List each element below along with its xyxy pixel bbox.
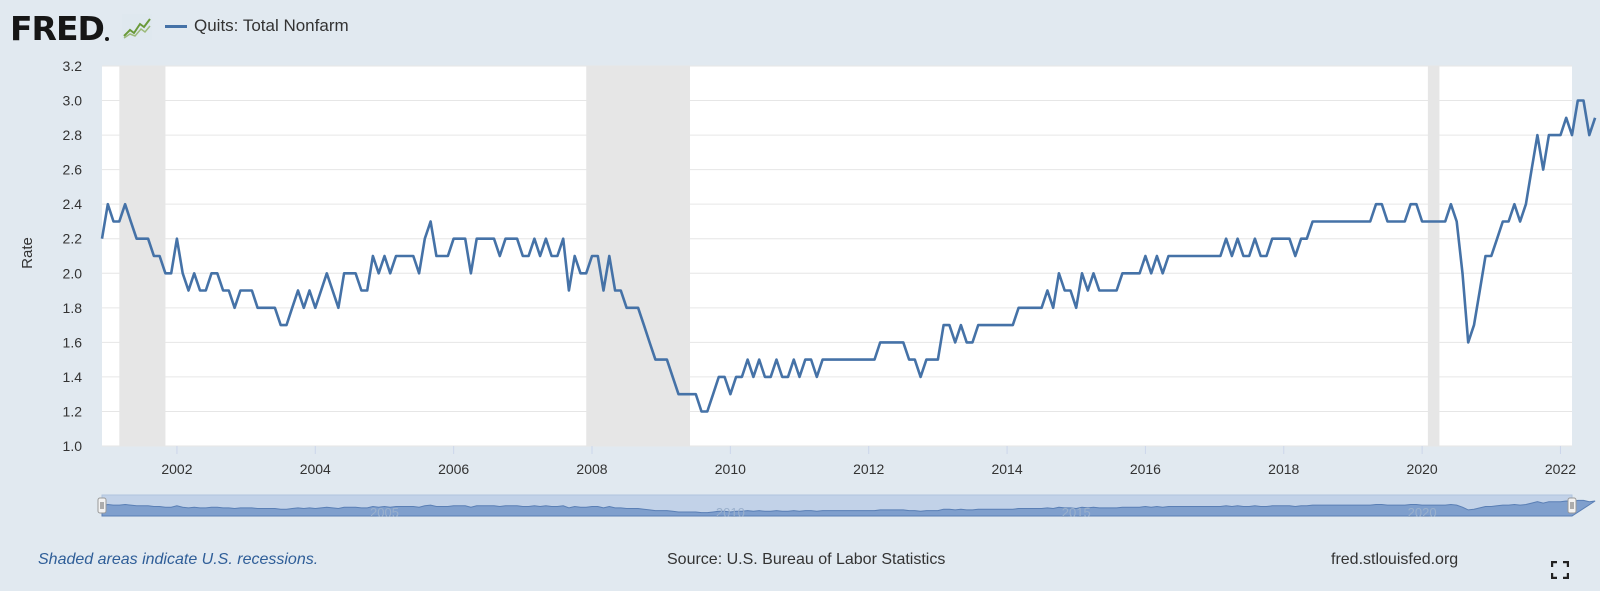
y-tick-label: 2.8 [63, 127, 83, 143]
y-tick-label: 3.0 [63, 93, 83, 109]
legend-swatch [165, 24, 187, 28]
x-tick-label: 2014 [991, 461, 1022, 477]
navigator-series [101, 499, 1596, 517]
chart-area: 1.0 1.2 1.4 1.6 1.8 2.0 2.2 2.4 2.6 2.8 3.0 3.2 2002… [19, 58, 1597, 520]
x-tick-label: 2012 [853, 461, 884, 477]
site-url-link[interactable]: fred.stlouisfed.org [1331, 551, 1459, 568]
navigator-label: 2020 [1408, 505, 1437, 520]
fred-logo-text: FRED [10, 8, 105, 48]
x-tick-label: 2022 [1545, 461, 1576, 477]
y-tick-label: 1.4 [63, 369, 83, 385]
y-tick-label: 2.4 [63, 196, 83, 212]
recession-band [1427, 66, 1440, 446]
legend-item[interactable]: Quits: Total Nonfarm [165, 16, 349, 36]
y-tick-label: 3.2 [63, 58, 83, 74]
legend-label: Quits: Total Nonfarm [194, 16, 349, 35]
navigator-label: 2015 [1062, 505, 1091, 520]
navigator-label: 2005 [370, 505, 399, 520]
y-tick-label: 2.2 [63, 231, 83, 247]
x-tick-label: 2016 [1130, 461, 1161, 477]
y-tick-label: 2.0 [63, 265, 83, 281]
recession-note-link[interactable]: Shaded areas indicate U.S. recessions. [38, 551, 319, 568]
navigator-handle-left[interactable] [97, 497, 107, 514]
y-axis-label: Rate [19, 237, 36, 269]
navigator-label: 2010 [716, 505, 745, 520]
y-tick-label: 1.0 [63, 438, 83, 454]
x-tick-label: 2008 [576, 461, 607, 477]
x-tick-label: 2006 [438, 461, 469, 477]
x-tick-label: 2004 [300, 461, 331, 477]
line-chart-icon [122, 14, 152, 40]
chart-header: FRED Quits: Total Nonfarm [0, 0, 1600, 58]
plot-background [102, 66, 1572, 446]
source-text: Source: U.S. Bureau of Labor Statistics [667, 551, 946, 568]
y-tick-label: 1.2 [63, 403, 83, 419]
logo-registered-dot [104, 37, 109, 41]
x-tick-label: 2010 [715, 461, 746, 477]
x-tick-label: 2002 [161, 461, 192, 477]
fullscreen-icon[interactable] [1551, 561, 1569, 579]
fred-logo[interactable]: FRED [10, 8, 109, 48]
x-tick-label: 2020 [1407, 461, 1438, 477]
y-tick-label: 2.6 [63, 162, 83, 178]
x-tick-label: 2018 [1268, 461, 1299, 477]
y-tick-label: 1.8 [63, 300, 83, 316]
series-line [100, 99, 1597, 413]
y-tick-label: 1.6 [63, 334, 83, 350]
navigator-handle-right[interactable] [1567, 497, 1577, 514]
recession-band [586, 66, 690, 446]
